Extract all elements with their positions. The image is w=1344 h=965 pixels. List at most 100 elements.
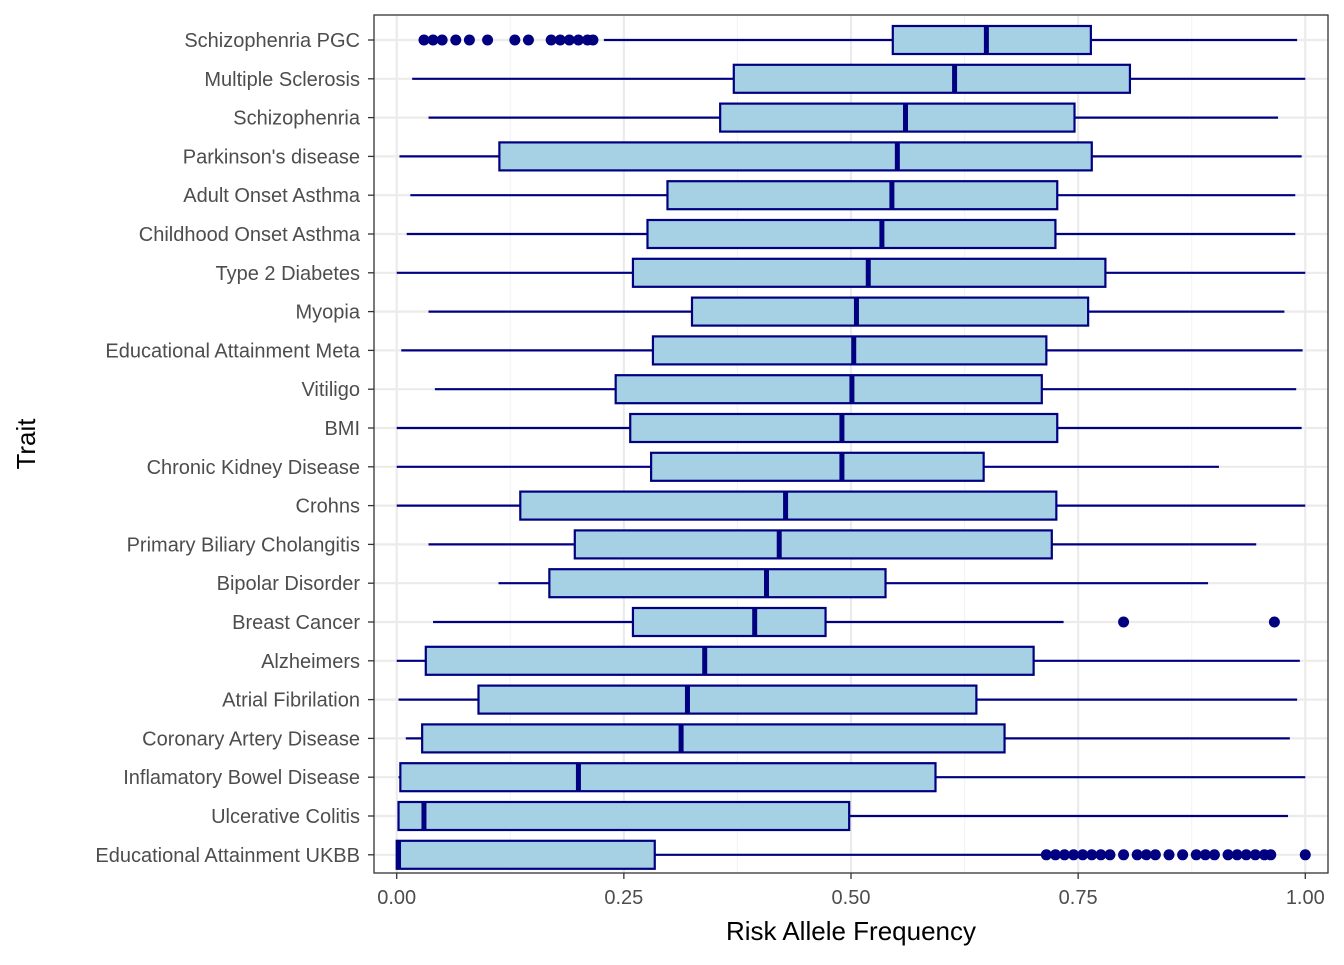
- box: [651, 335, 1048, 366]
- outlier-point: [1086, 849, 1098, 861]
- x-tick-label: 1.00: [1286, 887, 1325, 909]
- y-tick-label: Breast Cancer: [232, 612, 360, 634]
- outlier-point: [554, 34, 566, 46]
- outlier-point: [522, 34, 534, 46]
- x-tick-label: 0.00: [377, 887, 416, 909]
- box: [631, 606, 827, 638]
- box-row: [398, 762, 1306, 793]
- box-row: [396, 257, 1306, 288]
- box: [399, 762, 937, 793]
- y-tick-label: Myopia: [296, 302, 361, 324]
- box-row: [396, 451, 1219, 482]
- y-tick-label: Vitiligo: [301, 379, 360, 401]
- boxes: [395, 24, 1311, 870]
- outlier-point: [418, 34, 430, 46]
- outlier-point: [587, 34, 599, 46]
- outlier-point: [1249, 849, 1261, 861]
- box-row: [412, 63, 1306, 94]
- y-tick-label: BMI: [324, 418, 360, 440]
- y-tick-label: Educational Attainment UKBB: [95, 845, 360, 867]
- box: [421, 723, 1006, 754]
- outlier-point: [509, 34, 521, 46]
- box: [519, 490, 1058, 521]
- y-tick-label: Chronic Kidney Disease: [147, 457, 360, 479]
- x-axis-title: Risk Allele Frequency: [726, 916, 976, 946]
- box: [498, 141, 1093, 172]
- outlier-point: [1240, 849, 1252, 861]
- outlier-point: [1059, 849, 1071, 861]
- x-tick-label: 0.25: [604, 887, 643, 909]
- box-row: [410, 180, 1296, 211]
- box-row: [428, 296, 1285, 327]
- y-tick-label: Crohns: [296, 496, 360, 518]
- outlier-point: [1068, 849, 1080, 861]
- box: [424, 645, 1035, 676]
- outlier-point: [1231, 849, 1243, 861]
- outlier-point: [1190, 849, 1202, 861]
- y-tick-label: Primary Biliary Cholangitis: [127, 534, 360, 556]
- y-tick-label: Atrial Fibrilation: [222, 690, 360, 712]
- y-tick-label: Type 2 Diabetes: [215, 263, 360, 285]
- outlier-point: [1163, 849, 1175, 861]
- y-tick-label: Schizophenria PGC: [184, 30, 360, 52]
- outlier-point: [463, 34, 475, 46]
- y-tick-label: Inflamatory Bowel Disease: [123, 767, 360, 789]
- box: [891, 24, 1092, 56]
- y-tick-label: Schizophenria: [233, 108, 361, 130]
- box-row: [405, 723, 1290, 754]
- y-tick-label: Coronary Artery Disease: [142, 728, 360, 750]
- box-row: [428, 529, 1257, 560]
- outlier-point: [1077, 849, 1089, 861]
- box-row: [396, 490, 1306, 521]
- outlier-point: [1095, 849, 1107, 861]
- box: [719, 102, 1076, 133]
- x-tick-label: 0.50: [832, 887, 871, 909]
- outlier-point: [1040, 849, 1052, 861]
- box: [690, 296, 1090, 327]
- box: [650, 451, 985, 482]
- outlier-point: [1131, 849, 1143, 861]
- box: [573, 529, 1053, 560]
- outlier-point: [1268, 616, 1280, 628]
- outlier-point: [427, 34, 439, 46]
- outlier-point: [436, 34, 448, 46]
- box-row: [498, 568, 1209, 599]
- y-tick-label: Bipolar Disorder: [217, 573, 361, 595]
- box: [614, 374, 1043, 405]
- box-row: [396, 412, 1302, 444]
- y-tick-label: Alzheimers: [261, 651, 360, 673]
- outlier-point: [572, 34, 584, 46]
- outlier-point: [1118, 616, 1130, 628]
- outlier-point: [482, 34, 494, 46]
- box-row: [396, 645, 1300, 676]
- outlier-point: [1177, 849, 1189, 861]
- y-tick-label: Childhood Onset Asthma: [139, 224, 361, 246]
- box-row: [433, 606, 1280, 638]
- outlier-point: [1049, 849, 1061, 861]
- box-row: [418, 24, 1298, 56]
- box-row: [428, 102, 1279, 133]
- outlier-point: [1208, 849, 1220, 861]
- outlier-point: [545, 34, 557, 46]
- outlier-point: [1199, 849, 1211, 861]
- box: [477, 684, 978, 715]
- outlier-point: [1222, 849, 1234, 861]
- y-tick-label: Adult Onset Asthma: [183, 185, 361, 207]
- outlier-point: [1118, 849, 1130, 861]
- box-row: [406, 218, 1296, 250]
- outlier-point: [1104, 849, 1116, 861]
- box-row: [401, 335, 1303, 366]
- box-row: [395, 839, 1311, 870]
- box-row: [399, 141, 1302, 172]
- box: [646, 218, 1057, 250]
- x-tick-label: 0.75: [1059, 887, 1098, 909]
- box: [395, 839, 656, 870]
- outlier-point: [1299, 849, 1311, 861]
- outlier-point: [1149, 849, 1161, 861]
- box: [666, 180, 1059, 211]
- box-row: [397, 800, 1289, 832]
- box-row: [398, 684, 1298, 715]
- outlier-point: [1265, 849, 1277, 861]
